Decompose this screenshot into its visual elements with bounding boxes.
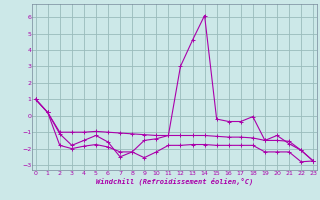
- X-axis label: Windchill (Refroidissement éolien,°C): Windchill (Refroidissement éolien,°C): [96, 177, 253, 185]
